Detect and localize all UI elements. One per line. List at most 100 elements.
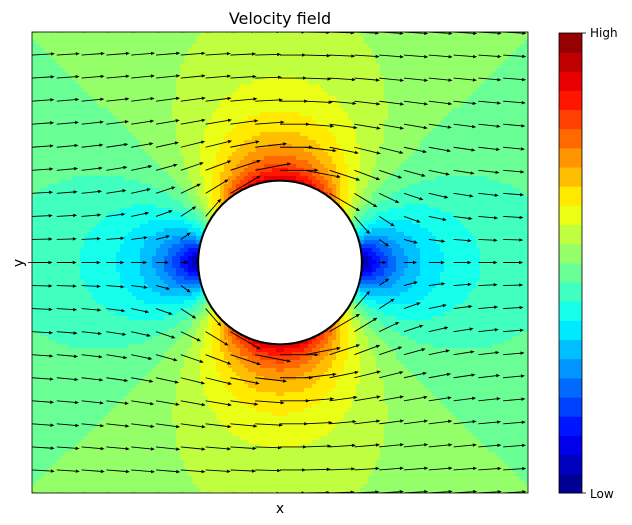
- velocity-arrow: [478, 100, 502, 105]
- contour-cell: [428, 292, 469, 297]
- contour-cell: [204, 136, 225, 141]
- contour-cell: [32, 32, 201, 37]
- contour-cell: [160, 244, 173, 249]
- contour-cell: [336, 136, 357, 141]
- contour-cell: [204, 344, 213, 349]
- contour-cell: [184, 332, 197, 337]
- contour-cell: [356, 188, 365, 193]
- contour-cell: [32, 480, 37, 485]
- contour-cell: [92, 228, 133, 233]
- contour-cell: [188, 172, 201, 177]
- contour-cell: [240, 376, 265, 381]
- contour-cell: [176, 280, 201, 285]
- contour-cell: [192, 224, 201, 229]
- contour-cell: [204, 220, 209, 225]
- velocity-arrow: [255, 400, 285, 405]
- contour-cell: [400, 360, 528, 365]
- contour-cell: [336, 200, 341, 205]
- contour-cell: [200, 352, 213, 357]
- contour-cell: [184, 204, 197, 209]
- contour-cell: [240, 348, 249, 353]
- contour-cell: [408, 264, 421, 269]
- contour-cell: [116, 264, 141, 269]
- contour-cell: [176, 384, 205, 389]
- velocity-arrow: [180, 183, 201, 194]
- velocity-arrow: [453, 100, 477, 105]
- contour-cell: [364, 328, 373, 333]
- contour-cell: [332, 348, 341, 353]
- velocity-arrow: [255, 75, 282, 79]
- contour-cell: [248, 356, 261, 361]
- contour-cell: [340, 176, 349, 181]
- colorbar-level: [559, 301, 582, 321]
- contour-cell: [256, 388, 305, 393]
- contour-cell: [32, 60, 57, 65]
- contour-cell: [32, 64, 61, 69]
- colorbar-levels: [559, 33, 582, 494]
- contour-cell: [308, 340, 313, 345]
- velocity-arrow: [81, 189, 103, 194]
- contour-cell: [384, 396, 437, 401]
- velocity-arrow: [180, 162, 204, 171]
- contour-cell: [360, 160, 377, 165]
- contour-cell: [452, 108, 528, 113]
- contour-cell: [388, 276, 401, 281]
- contour-cell: [468, 228, 528, 233]
- contour-cell: [352, 120, 385, 125]
- velocity-arrow: [378, 239, 390, 247]
- contour-cell: [188, 348, 201, 353]
- velocity-arrow: [403, 239, 419, 244]
- contour-cell: [32, 248, 81, 253]
- contour-cell: [384, 400, 441, 405]
- contour-cell: [128, 232, 157, 237]
- contour-cell: [220, 332, 225, 337]
- contour-cell: [156, 364, 185, 369]
- contour-cell: [500, 180, 528, 185]
- contour-cell: [352, 312, 361, 317]
- velocity-arrow: [205, 423, 232, 429]
- contour-cell: [332, 192, 337, 197]
- contour-cell: [32, 392, 129, 397]
- contour-cell: [32, 220, 101, 225]
- velocity-arrow: [230, 97, 258, 102]
- velocity-arrow: [503, 54, 527, 59]
- velocity-arrow: [453, 443, 477, 448]
- contour-cell: [444, 252, 481, 257]
- contour-cell: [60, 180, 141, 185]
- contour-cell: [368, 336, 381, 341]
- contour-cell: [512, 184, 528, 189]
- velocity-arrow: [180, 140, 206, 148]
- contour-cell: [204, 340, 213, 345]
- velocity-arrow: [329, 192, 361, 212]
- contour-cell: [336, 140, 357, 145]
- contour-cell: [196, 328, 205, 333]
- contour-cell: [180, 72, 381, 77]
- contour-cell: [376, 204, 405, 209]
- contour-cell: [372, 256, 381, 261]
- contour-cell: [360, 488, 528, 493]
- contour-cell: [144, 300, 185, 305]
- contour-cell: [184, 220, 197, 225]
- velocity-arrow: [205, 377, 233, 385]
- contour-cell: [172, 196, 189, 201]
- velocity-arrow: [453, 373, 476, 379]
- velocity-arrow: [280, 53, 307, 57]
- contour-cell: [120, 280, 145, 285]
- contour-cell: [512, 336, 528, 341]
- contour-cell: [228, 188, 237, 193]
- contour-cell: [336, 192, 341, 197]
- contour-cell: [252, 352, 269, 357]
- contour-cell: [312, 152, 329, 157]
- contour-cell: [32, 324, 177, 329]
- contour-cell: [204, 140, 225, 145]
- velocity-arrow: [81, 213, 102, 217]
- contour-cell: [216, 108, 345, 113]
- contour-cell: [388, 208, 441, 213]
- velocity-arrow: [230, 423, 258, 428]
- contour-cell: [32, 196, 173, 201]
- contour-cell: [344, 416, 389, 421]
- contour-cell: [116, 268, 141, 273]
- contour-cell: [368, 256, 373, 261]
- contour-cell: [296, 76, 385, 81]
